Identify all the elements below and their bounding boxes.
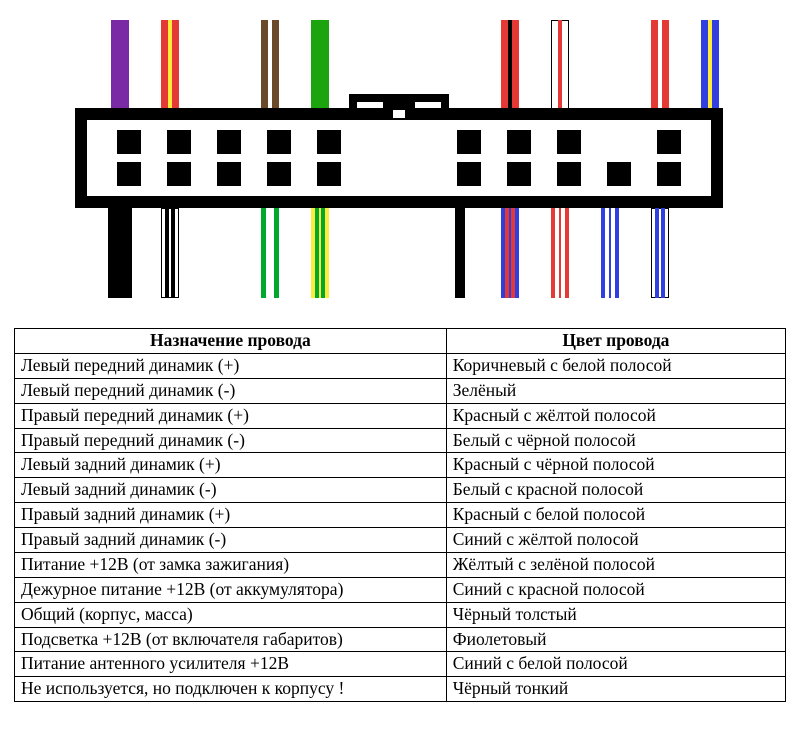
table-cell: Синий с красной полосой	[446, 577, 785, 602]
wire-green-white	[261, 208, 279, 298]
table-cell: Правый передний динамик (-)	[15, 428, 447, 453]
table-cell: Левый задний динамик (-)	[15, 478, 447, 503]
col-purpose: Назначение провода	[15, 329, 447, 354]
table-row: Не используется, но подключен к корпусу …	[15, 677, 786, 702]
pin	[317, 162, 341, 186]
wire-violet	[111, 20, 129, 110]
wire-table: Назначение провода Цвет провода Левый пе…	[14, 328, 786, 702]
table-row: Правый задний динамик (+)Красный с белой…	[15, 503, 786, 528]
table-cell: Белый с красной полосой	[446, 478, 785, 503]
pin	[557, 162, 581, 186]
wire-blue-white2	[601, 208, 619, 298]
pin	[217, 130, 241, 154]
table-row: Питание +12В (от замка зажигания)Жёлтый …	[15, 552, 786, 577]
wire-red-black	[501, 20, 519, 110]
pin	[167, 162, 191, 186]
pin	[117, 162, 141, 186]
wire-white-blue	[651, 208, 669, 298]
table-cell: Правый задний динамик (+)	[15, 503, 447, 528]
pin	[267, 130, 291, 154]
wire-red-yellow	[161, 20, 179, 110]
table-row: Левый передний динамик (-)Зелёный	[15, 378, 786, 403]
wire-red-white	[651, 20, 669, 110]
table-cell: Правый передний динамик (+)	[15, 403, 447, 428]
wire-white-black	[161, 208, 179, 298]
table-cell: Питание антенного усилителя +12В	[15, 652, 447, 677]
pin	[317, 130, 341, 154]
pin	[267, 162, 291, 186]
table-row: Левый задний динамик (+)Красный с чёрной…	[15, 453, 786, 478]
pin	[507, 130, 531, 154]
table-row: Подсветка +12В (от включателя габаритов)…	[15, 627, 786, 652]
wire-blue-yellow	[701, 20, 719, 110]
table-row: Правый задний динамик (-)Синий с жёлтой …	[15, 528, 786, 553]
table-cell: Дежурное питание +12В (от аккумулятора)	[15, 577, 447, 602]
pin	[457, 130, 481, 154]
pin	[557, 130, 581, 154]
table-cell: Левый передний динамик (-)	[15, 378, 447, 403]
table-cell: Зелёный	[446, 378, 785, 403]
connector-diagram	[0, 0, 800, 320]
table-cell: Общий (корпус, масса)	[15, 602, 447, 627]
table-row: Питание антенного усилителя +12ВСиний с …	[15, 652, 786, 677]
wire-blue-red	[501, 208, 519, 298]
table-cell: Коричневый с белой полосой	[446, 353, 785, 378]
table-cell: Красный с белой полосой	[446, 503, 785, 528]
pin	[507, 162, 531, 186]
table-row: Левый передний динамик (+)Коричневый с б…	[15, 353, 786, 378]
table-cell: Красный с жёлтой полосой	[446, 403, 785, 428]
table-cell: Жёлтый с зелёной полосой	[446, 552, 785, 577]
pin	[117, 130, 141, 154]
table-cell: Синий с жёлтой полосой	[446, 528, 785, 553]
table-cell: Левый задний динамик (+)	[15, 453, 447, 478]
table-cell: Фиолетовый	[446, 627, 785, 652]
pin	[167, 130, 191, 154]
table-cell: Чёрный тонкий	[446, 677, 785, 702]
pin	[217, 162, 241, 186]
col-color: Цвет провода	[446, 329, 785, 354]
connector-notch	[383, 100, 415, 118]
pin	[657, 130, 681, 154]
wire-black-thin	[455, 208, 465, 298]
table-cell: Правый задний динамик (-)	[15, 528, 447, 553]
wire-yellow-green	[311, 208, 329, 298]
table-row: Дежурное питание +12В (от аккумулятора)С…	[15, 577, 786, 602]
table-cell: Синий с белой полосой	[446, 652, 785, 677]
wire-green	[311, 20, 329, 110]
table-row: Левый задний динамик (-)Белый с красной …	[15, 478, 786, 503]
pin	[607, 162, 631, 186]
pin	[657, 162, 681, 186]
table-cell: Чёрный толстый	[446, 602, 785, 627]
table-row: Правый передний динамик (-)Белый с чёрно…	[15, 428, 786, 453]
pin	[457, 162, 481, 186]
table-cell: Подсветка +12В (от включателя габаритов)	[15, 627, 447, 652]
table-cell: Левый передний динамик (+)	[15, 353, 447, 378]
table-cell: Красный с чёрной полосой	[446, 453, 785, 478]
wire-brown-white	[261, 20, 279, 110]
table-cell: Белый с чёрной полосой	[446, 428, 785, 453]
table-cell: Питание +12В (от замка зажигания)	[15, 552, 447, 577]
table-cell: Не используется, но подключен к корпусу …	[15, 677, 447, 702]
wire-white-red	[551, 20, 569, 110]
wire-red-white2	[551, 208, 569, 298]
table-row: Правый передний динамик (+)Красный с жёл…	[15, 403, 786, 428]
wire-black-thick	[108, 208, 132, 298]
table-row: Общий (корпус, масса)Чёрный толстый	[15, 602, 786, 627]
connector-body	[75, 108, 723, 208]
